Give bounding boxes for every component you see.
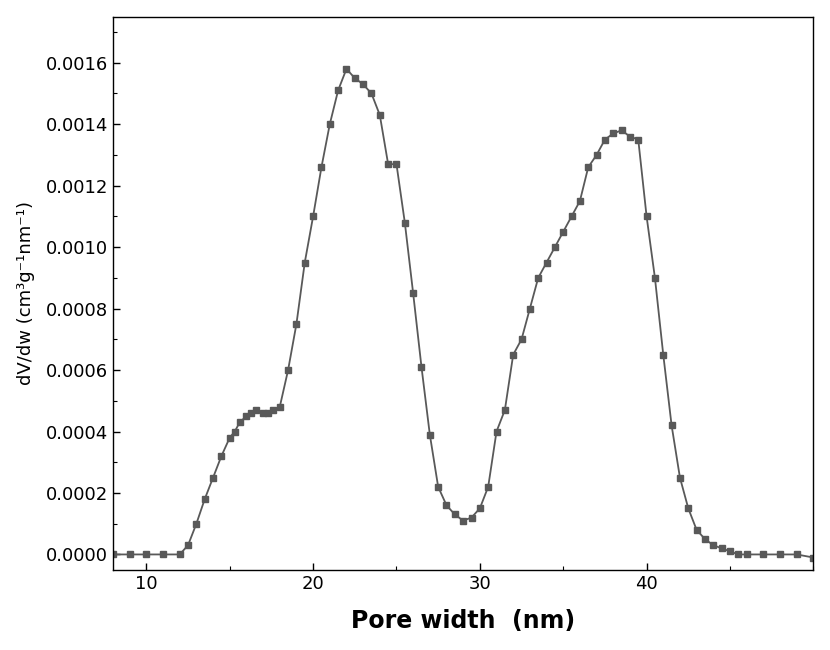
- X-axis label: Pore width  (nm): Pore width (nm): [351, 609, 575, 633]
- Y-axis label: dV/dw (cm³g⁻¹nm⁻¹): dV/dw (cm³g⁻¹nm⁻¹): [17, 202, 35, 385]
